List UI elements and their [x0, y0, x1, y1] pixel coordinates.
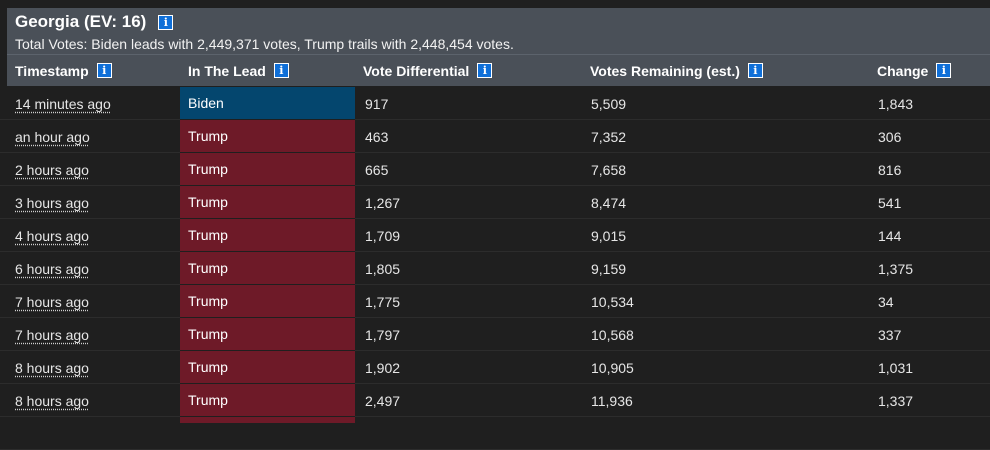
timestamp-cell[interactable]: 3 hours ago	[15, 194, 89, 211]
change-cell: 816	[878, 161, 902, 178]
change-cell: 306	[878, 128, 902, 145]
differential-info-icon[interactable]: i	[477, 63, 493, 78]
lead-cell: Trump	[180, 186, 355, 219]
lead-info-icon[interactable]: i	[273, 63, 289, 78]
table-row: 6 hours ago Trump 1,805 9,159 1,375	[0, 252, 990, 285]
table-row: 3 hours ago Trump 1,267 8,474 541	[0, 186, 990, 219]
change-cell: 337	[878, 326, 902, 343]
differential-cell: 463	[365, 128, 389, 145]
remaining-cell: 11,936	[591, 392, 633, 409]
remaining-cell: 8,474	[591, 194, 627, 211]
differential-cell: 917	[365, 95, 389, 112]
lead-cell: Biden	[180, 87, 355, 120]
differential-cell: 1,902	[365, 359, 401, 376]
timestamp-cell[interactable]: 14 minutes ago	[15, 95, 111, 112]
differential-cell: 1,709	[365, 227, 401, 244]
lead-cell: Trump	[180, 120, 355, 153]
title-info-icon[interactable]: i	[158, 14, 174, 30]
differential-cell: 1,775	[365, 293, 401, 310]
results-table-body: 14 minutes ago Biden 917 5,509 1,843 an …	[0, 87, 990, 450]
table-row: 2 hours ago Trump 665 7,658 816	[0, 153, 990, 186]
column-header-remaining: Votes Remaining (est.) i	[590, 55, 763, 86]
timestamp-cell[interactable]: 2 hours ago	[15, 161, 89, 178]
column-header-change-label: Change	[877, 62, 929, 79]
timestamp-cell[interactable]: 4 hours ago	[15, 227, 89, 244]
timestamp-cell[interactable]: 7 hours ago	[15, 293, 89, 310]
timestamp-cell[interactable]: 8 hours ago	[15, 392, 89, 409]
column-header-timestamp-label: Timestamp	[15, 62, 89, 79]
column-header-lead-label: In The Lead	[188, 62, 266, 79]
change-cell: 541	[878, 194, 902, 211]
column-header-change: Change i	[877, 55, 952, 86]
lead-cell: Trump	[180, 219, 355, 252]
change-cell: 1,337	[878, 392, 914, 409]
remaining-cell: 10,568	[591, 326, 634, 343]
lead-cell: Trump	[180, 351, 355, 384]
lead-cell: Trump	[180, 318, 355, 351]
change-cell: 144	[878, 227, 902, 244]
change-cell: 1,843	[878, 95, 914, 112]
table-row: 8 hours ago Trump 1,902 10,905 1,031	[0, 351, 990, 384]
table-row: 14 minutes ago Biden 917 5,509 1,843	[0, 87, 990, 120]
state-title: Georgia (EV: 16)	[15, 12, 147, 31]
timestamp-cell[interactable]: 7 hours ago	[15, 326, 89, 343]
lead-cell: Trump	[180, 285, 355, 318]
change-cell: 1,031	[878, 359, 914, 376]
remaining-cell: 10,905	[591, 359, 634, 376]
lead-cell: Trump	[180, 153, 355, 186]
timestamp-cell[interactable]: an hour ago	[15, 128, 90, 145]
remaining-cell: 9,015	[591, 227, 627, 244]
table-header: Timestamp i In The Lead i Vote Different…	[7, 54, 990, 86]
table-row: an hour ago Trump 463 7,352 306	[0, 120, 990, 153]
differential-cell: 1,805	[365, 260, 401, 277]
table-row: 4 hours ago Trump 1,709 9,015 144	[0, 219, 990, 252]
remaining-cell: 7,658	[591, 161, 627, 178]
lead-cell: Trump	[180, 384, 355, 417]
remaining-cell: 5,509	[591, 95, 627, 112]
lead-cell: Trump	[180, 252, 355, 285]
differential-cell: 2,497	[365, 392, 401, 409]
timestamp-info-icon[interactable]: i	[96, 63, 112, 78]
state-header: Georgia (EV: 16) i Total Votes: Biden le…	[7, 8, 990, 54]
change-info-icon[interactable]: i	[936, 63, 952, 78]
differential-cell: 665	[365, 161, 389, 178]
timestamp-cell[interactable]: 6 hours ago	[15, 260, 89, 277]
table-row: 7 hours ago Trump 1,797 10,568 337	[0, 318, 990, 351]
timestamp-cell[interactable]: 8 hours ago	[15, 359, 89, 376]
column-header-timestamp: Timestamp i	[15, 55, 112, 86]
remaining-cell: 9,159	[591, 260, 627, 277]
remaining-cell: 10,534	[591, 293, 634, 310]
change-cell: 34	[878, 293, 894, 310]
lead-cell-partial	[180, 417, 355, 423]
column-header-remaining-label: Votes Remaining (est.)	[590, 62, 740, 79]
table-row: 7 hours ago Trump 1,775 10,534 34	[0, 285, 990, 318]
change-cell: 1,375	[878, 260, 914, 277]
remaining-cell: 7,352	[591, 128, 627, 145]
differential-cell: 1,267	[365, 194, 401, 211]
differential-cell: 1,797	[365, 326, 401, 343]
column-header-lead: In The Lead i	[188, 55, 289, 86]
vote-summary: Total Votes: Biden leads with 2,449,371 …	[15, 36, 514, 52]
title-row: Georgia (EV: 16) i	[15, 11, 990, 33]
table-row: 8 hours ago Trump 2,497 11,936 1,337	[0, 384, 990, 417]
column-header-differential: Vote Differential i	[363, 55, 493, 86]
column-header-differential-label: Vote Differential	[363, 62, 470, 79]
remaining-info-icon[interactable]: i	[747, 63, 763, 78]
